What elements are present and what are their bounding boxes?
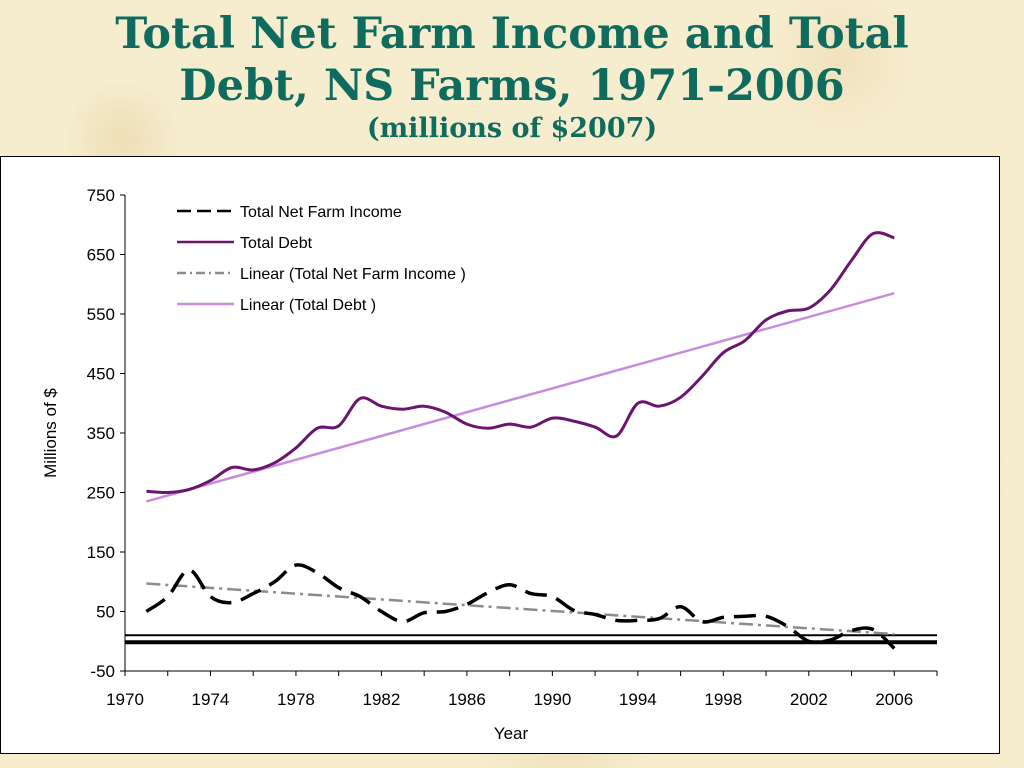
x-tick-label: 1974 [192,690,230,709]
x-tick-label: 1982 [363,690,401,709]
legend-net-farm-income-label: Total Net Farm Income [240,204,402,221]
y-tick-label: 750 [87,186,115,205]
x-tick-label: 1986 [448,690,486,709]
legend-linear-net-farm-income-label: Linear (Total Net Farm Income ) [240,266,466,283]
y-tick-label: 150 [87,543,115,562]
y-tick-label: 250 [87,484,115,503]
legend-total-debt-label: Total Debt [240,235,313,252]
legend-linear-total-debt-label: Linear (Total Debt ) [240,297,376,314]
x-tick-label: 1978 [277,690,315,709]
line-chart: -50 50 150 250 350 450 550 650 750 1970 1974 1978 19… [41,186,938,743]
y-tick-label: 50 [96,603,115,622]
chart-frame: -50 50 150 250 350 450 550 650 750 1970 1974 1978 19… [0,156,1000,754]
x-tick-label: 2002 [790,690,828,709]
x-tick-label: 2006 [875,690,913,709]
y-tick-label: 350 [87,424,115,443]
x-tick-label: 1998 [704,690,742,709]
title-line-2: Debt, NS Farms, 1971-2006 [179,61,845,111]
title-line-1: Total Net Farm Income and Total [115,9,909,59]
series-total-debt [146,231,895,495]
x-axis-label: Year [494,724,529,743]
subtitle: (millions of $2007) [366,113,658,144]
slide-title: Total Net Farm Income and Total Debt, NS… [0,8,1024,146]
y-tick-label: 650 [87,246,115,265]
x-tick-label: 1990 [533,690,571,709]
trend-total-debt [146,291,895,503]
x-tick-label: 1970 [106,690,144,709]
trend-net-farm-income [146,582,895,636]
y-axis-label: Millions of $ [41,388,60,478]
y-tick-label: 550 [87,305,115,324]
y-tick-label: 450 [87,365,115,384]
x-tick-label: 1994 [619,690,657,709]
y-tick-label: -50 [90,662,115,681]
series-net-farm-income [145,563,896,650]
